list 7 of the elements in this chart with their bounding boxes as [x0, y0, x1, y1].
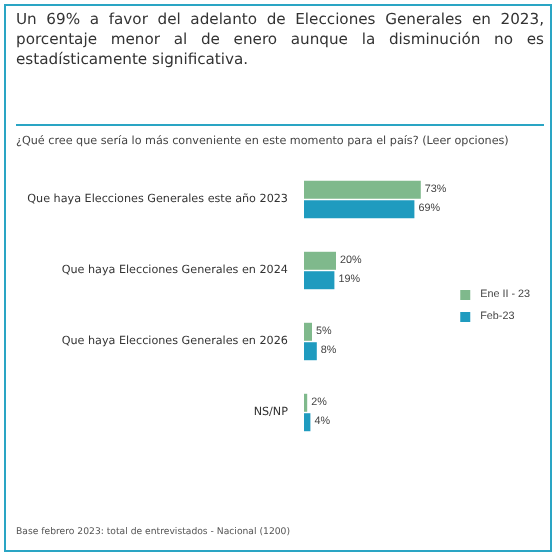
bar: [304, 180, 421, 199]
bar: [304, 413, 311, 432]
bar: [304, 322, 312, 341]
bar: [304, 200, 415, 219]
bar: [304, 251, 336, 270]
bar: [304, 271, 335, 290]
bar: [304, 342, 317, 361]
